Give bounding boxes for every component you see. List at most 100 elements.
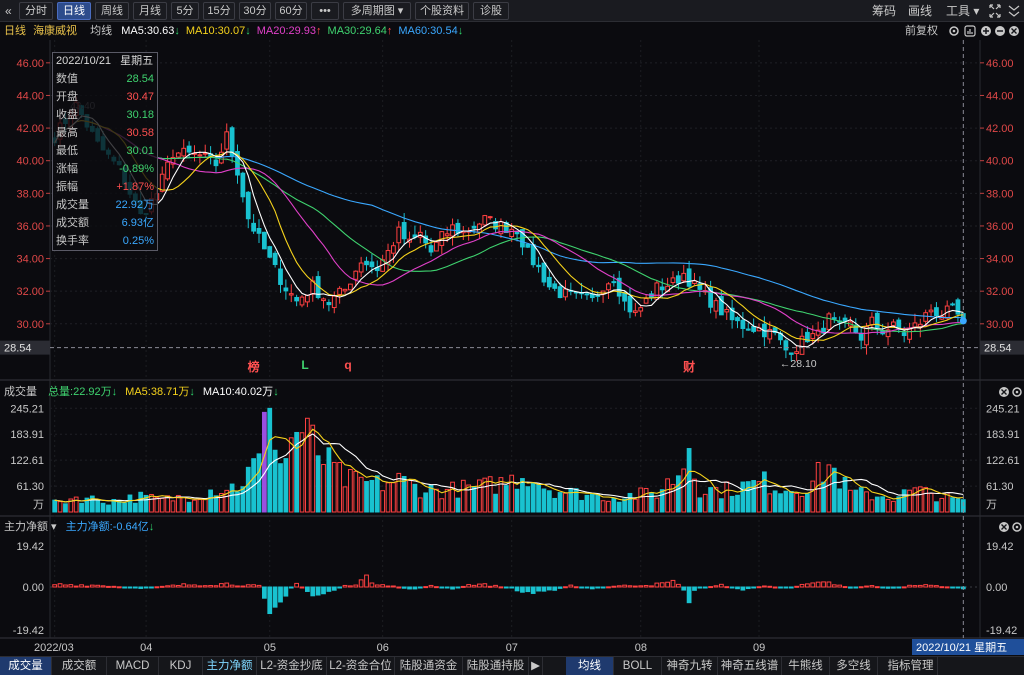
- event-marker-3[interactable]: 财: [683, 360, 696, 374]
- volume-bar[interactable]: [837, 488, 843, 513]
- volume-bar[interactable]: [455, 497, 461, 513]
- flow-bar[interactable]: [745, 586, 751, 590]
- flow-bar[interactable]: [665, 581, 670, 588]
- flow-bar[interactable]: [299, 586, 305, 589]
- candle-body[interactable]: [950, 303, 955, 306]
- flow-bar[interactable]: [407, 586, 412, 590]
- flow-bar[interactable]: [434, 586, 439, 589]
- volume-bar[interactable]: [740, 481, 746, 513]
- flow-bar[interactable]: [686, 586, 692, 604]
- volume-bar[interactable]: [606, 500, 611, 513]
- volume-bar[interactable]: [401, 476, 407, 513]
- flow-bar[interactable]: [138, 586, 144, 589]
- candle-body[interactable]: [552, 283, 558, 289]
- candle-body[interactable]: [283, 287, 289, 292]
- zoom-in-icon[interactable]: [981, 26, 991, 36]
- volume-bar[interactable]: [412, 483, 418, 513]
- flow-bar[interactable]: [896, 586, 902, 589]
- volume-bar[interactable]: [756, 481, 762, 513]
- candle-body[interactable]: [826, 313, 832, 330]
- period-button-5[interactable]: 15分: [203, 2, 235, 20]
- volume-bar[interactable]: [514, 488, 520, 513]
- volume-bar[interactable]: [364, 481, 369, 513]
- volume-bar[interactable]: [95, 500, 101, 513]
- candle-body[interactable]: [772, 327, 778, 334]
- flow-bar[interactable]: [718, 583, 724, 588]
- flow-bar[interactable]: [100, 585, 106, 588]
- flow-bar[interactable]: [837, 584, 843, 588]
- volume-bar[interactable]: [100, 502, 106, 513]
- flow-bar[interactable]: [891, 586, 896, 589]
- volume-bar[interactable]: [213, 495, 219, 513]
- event-marker-0[interactable]: 榜: [247, 360, 260, 374]
- flow-bar[interactable]: [681, 586, 687, 591]
- flow-bar[interactable]: [708, 586, 713, 589]
- candle-body[interactable]: [546, 276, 552, 288]
- volume-bar[interactable]: [643, 487, 649, 513]
- flow-bar[interactable]: [175, 584, 181, 588]
- volume-bar[interactable]: [471, 486, 477, 513]
- candle-body[interactable]: [842, 317, 848, 322]
- flow-bar[interactable]: [659, 582, 665, 588]
- volume-bar[interactable]: [57, 501, 63, 513]
- candle-body[interactable]: [272, 252, 278, 266]
- flow-bar[interactable]: [826, 581, 832, 588]
- candle-body[interactable]: [767, 329, 773, 340]
- candle-body[interactable]: [455, 222, 461, 234]
- flow-bar[interactable]: [455, 586, 461, 589]
- volume-bar[interactable]: [337, 462, 343, 513]
- flow-bar[interactable]: [772, 586, 778, 589]
- volume-bar[interactable]: [541, 488, 547, 513]
- volume-bar[interactable]: [417, 497, 423, 513]
- flow-bar[interactable]: [122, 586, 127, 589]
- overlay-tab-2[interactable]: 神奇九转: [662, 657, 718, 675]
- candle-body[interactable]: [815, 329, 821, 336]
- flow-bar[interactable]: [514, 586, 520, 592]
- volume-bar[interactable]: [84, 497, 90, 513]
- volume-bar[interactable]: [595, 493, 601, 513]
- flow-bar[interactable]: [353, 584, 359, 588]
- volume-bar[interactable]: [713, 487, 719, 513]
- flow-bar[interactable]: [63, 584, 68, 588]
- flow-bar[interactable]: [213, 585, 219, 588]
- volume-bar[interactable]: [665, 478, 670, 513]
- flow-bar[interactable]: [294, 582, 300, 588]
- flow-bar[interactable]: [412, 586, 418, 590]
- volume-bar[interactable]: [218, 493, 224, 513]
- volume-bar[interactable]: [132, 502, 138, 513]
- candle-body[interactable]: [885, 329, 891, 338]
- flow-bar[interactable]: [864, 585, 869, 588]
- flow-bar[interactable]: [326, 586, 332, 592]
- collapse-icon[interactable]: [1007, 3, 1021, 19]
- indicator-tab-7[interactable]: 陆股通资金: [395, 657, 463, 675]
- volume-bar[interactable]: [659, 489, 665, 513]
- overlay-tab-6[interactable]: 指标管理: [884, 657, 938, 675]
- candle-body[interactable]: [794, 351, 800, 354]
- main-flow-bars[interactable]: [52, 574, 966, 615]
- volume-bar[interactable]: [331, 461, 337, 513]
- volume-bar[interactable]: [649, 492, 654, 513]
- volume-bar[interactable]: [891, 500, 896, 513]
- close-panel-icon[interactable]: [1009, 26, 1019, 36]
- overlay-tab-3[interactable]: 神奇五线谱: [718, 657, 782, 675]
- flow-bar[interactable]: [208, 585, 213, 588]
- candle-body[interactable]: [358, 262, 364, 273]
- volume-bar[interactable]: [724, 481, 730, 513]
- volume-bar[interactable]: [638, 487, 644, 513]
- volume-bar[interactable]: [939, 497, 945, 513]
- volume-bar[interactable]: [692, 478, 697, 513]
- candle-body[interactable]: [175, 152, 181, 158]
- period-button-4[interactable]: 5分: [171, 2, 199, 20]
- period-button-11[interactable]: 诊股: [473, 2, 509, 20]
- volume-bar[interactable]: [917, 486, 923, 513]
- candle-body[interactable]: [428, 245, 434, 253]
- volume-bar[interactable]: [848, 489, 853, 513]
- flow-bar[interactable]: [267, 586, 273, 615]
- volume-bar[interactable]: [111, 498, 117, 513]
- flow-bar[interactable]: [261, 586, 267, 599]
- volume-bar[interactable]: [466, 484, 472, 513]
- volume-bar[interactable]: [380, 490, 386, 513]
- flow-bar[interactable]: [831, 584, 837, 588]
- indicator-tab-0[interactable]: 成交量: [0, 657, 52, 675]
- flow-bar[interactable]: [218, 583, 224, 588]
